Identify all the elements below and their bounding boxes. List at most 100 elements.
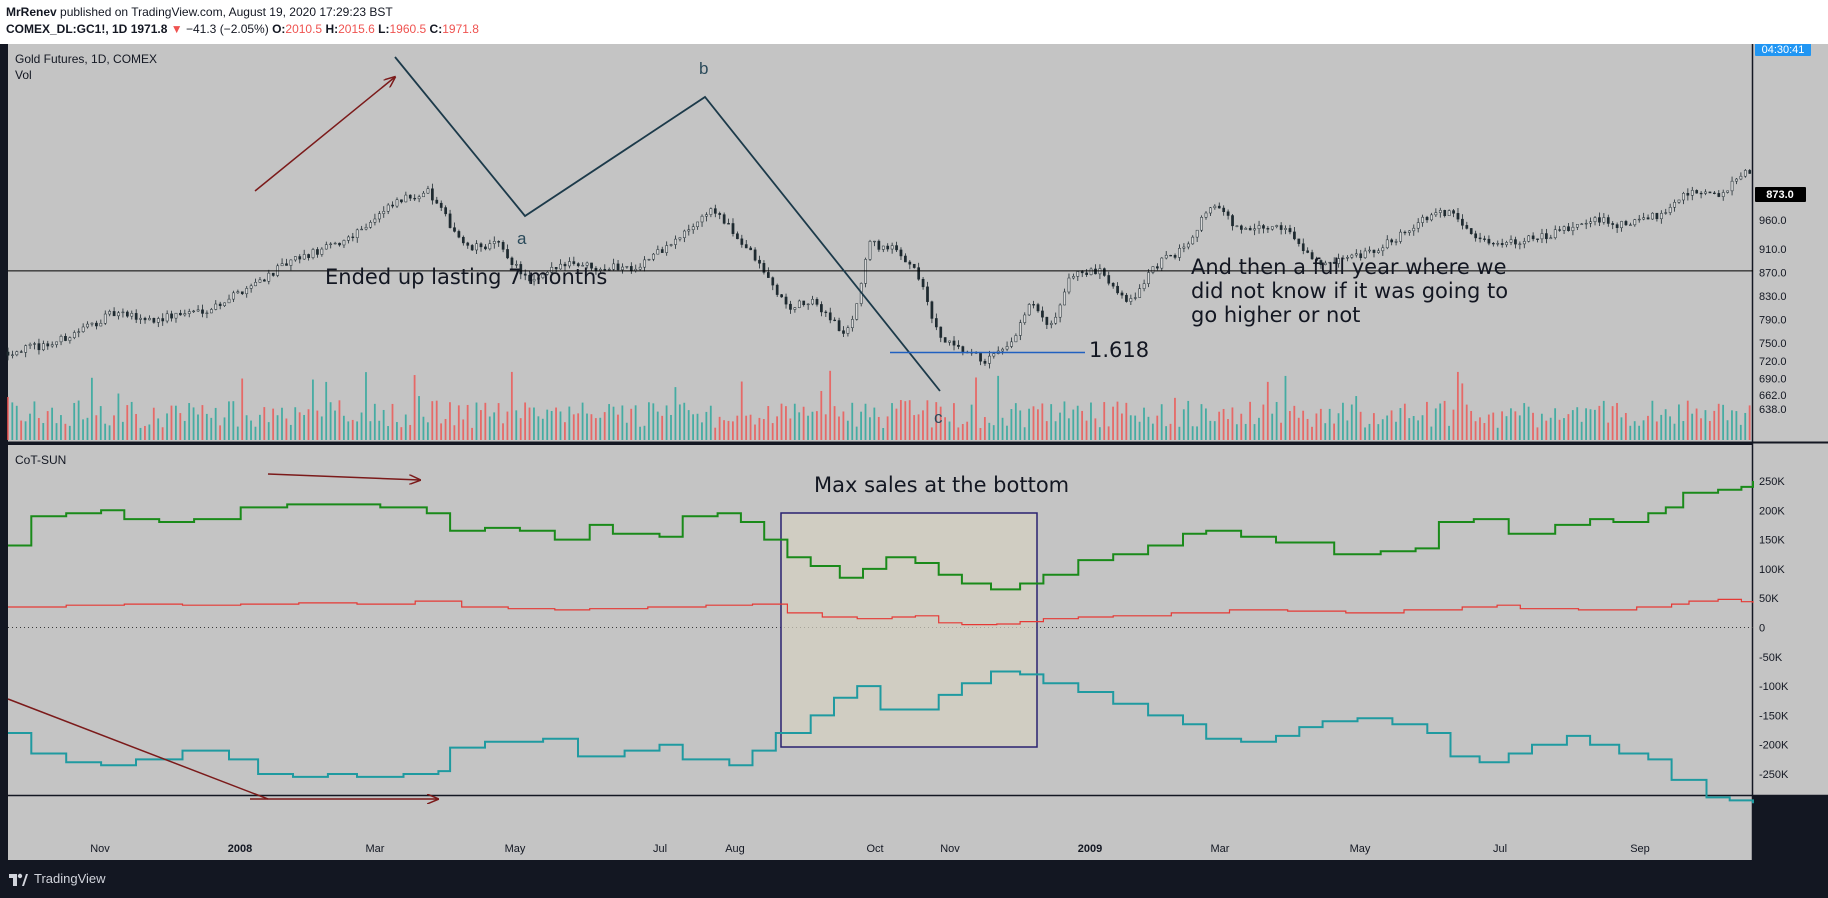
candle-body [103,313,107,324]
volume-bar [1452,409,1455,440]
candle-body [1288,228,1292,233]
price-pane[interactable] [8,44,1753,442]
candle-body [351,236,355,238]
cot-commercials-short-line[interactable] [8,670,1754,804]
candle-body [1350,254,1354,258]
candle-body [850,319,854,328]
chart-area[interactable]: 1000.0960.0910.0870.0830.0790.0750.0720.… [0,44,1828,861]
author-name[interactable]: MrRenev [6,5,57,19]
candle-body [1041,310,1044,318]
candle-body [448,213,452,228]
candle-body [11,354,14,356]
volume-bar [953,403,955,440]
cot-diagonal-line[interactable] [7,698,269,800]
candle-body [1549,237,1553,240]
volume-bar [24,421,27,440]
volume-bar [594,418,597,440]
candle-body [1743,170,1747,177]
cot-small-traders-line[interactable] [8,598,1754,626]
volume-bar [1642,420,1645,440]
tradingview-logo-icon[interactable] [8,870,28,888]
max-sales-box[interactable] [780,512,1038,748]
last-price: 1971.8 [130,22,168,36]
price-tick: 750.0 [1759,338,1787,350]
candle-body [1606,217,1610,224]
volume-bar [802,406,805,440]
volume-bar [1598,405,1601,440]
candle-body [1659,213,1663,220]
candle-body [1408,230,1411,233]
volume-bar [1470,410,1473,440]
volume-bar [126,405,129,440]
volume-bar [807,415,809,440]
volume-bar [201,405,204,440]
cot-tick: -50K [1759,652,1783,664]
volume-bar [64,423,67,440]
candle-body [713,208,717,214]
volume-bar [1244,423,1247,440]
candle-body [413,197,417,200]
candle-body [1341,257,1345,260]
volume-bar [780,403,783,440]
candle-body [1102,268,1106,276]
candle-body [258,279,262,283]
candle-body [775,284,779,295]
volume-bar [1664,409,1667,440]
volume-bar [457,405,460,440]
cot-tick: 0 [1759,623,1765,635]
volume-bar [1638,425,1641,440]
candle-body [837,320,841,331]
cot-long-trend-arrow[interactable] [267,473,420,480]
candle-body [1324,262,1327,265]
candle-body [934,318,938,328]
volume-bar [789,418,792,440]
volume-bar [714,427,717,440]
footer-brand[interactable]: TradingView [34,871,106,886]
volume-bar [1448,425,1450,440]
volume-bar [1744,412,1747,440]
candle-body [435,199,439,204]
candle-body [1394,241,1398,243]
candle-body [1385,239,1389,249]
candle-body [1399,231,1402,242]
candle-body [656,249,660,255]
low-label: L: [378,22,390,36]
candle-body [771,277,775,286]
volume-bar [73,402,76,440]
candle-body [64,335,67,341]
candle-body [780,294,783,298]
volume-bar [979,427,982,440]
cot-commercials-long-line[interactable] [8,481,1754,591]
volume-bar [537,416,540,440]
close-value: 1971.8 [442,22,479,36]
volume-bar [144,425,146,440]
volume-bar [1355,396,1358,440]
volume-bar [926,400,929,440]
abc-wave-lines[interactable] [394,56,941,392]
candle-body [948,340,951,343]
volume-bar [1205,408,1207,440]
candle-body [1023,314,1027,323]
candle-body [1518,243,1522,245]
price-axis[interactable] [1753,44,1828,796]
volume-bar [466,404,469,440]
price-tick: 638.0 [1759,404,1787,416]
price-trend-arrow[interactable] [254,77,395,192]
candle-body [1337,258,1340,264]
volume-bar [1368,423,1371,440]
volume-bar [1235,424,1238,440]
volume-bar [334,410,336,440]
candle-body [439,202,443,208]
candle-body [267,272,271,282]
volume-bar [1006,425,1008,440]
cot-tick: 100K [1759,564,1785,576]
candle-body [767,272,770,278]
candle-body [1690,190,1694,196]
volume-bar [891,403,893,440]
candle-body [1425,216,1429,221]
volume-bar [471,427,473,440]
candle-body [457,231,461,238]
volume-bar [1439,403,1442,440]
time-axis[interactable] [8,796,1753,860]
candle-body [930,301,934,319]
